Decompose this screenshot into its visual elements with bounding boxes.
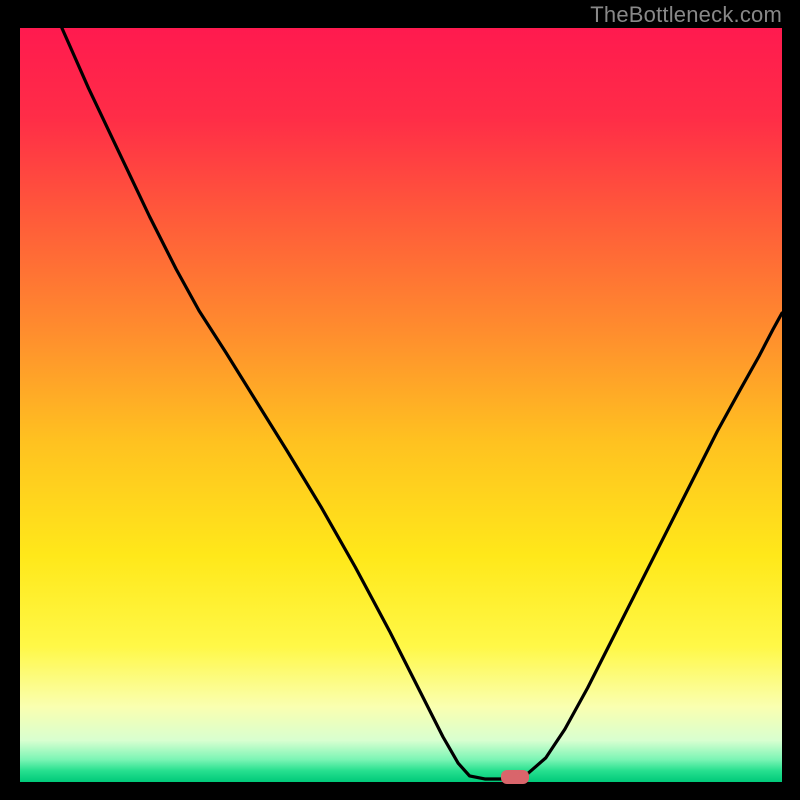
chart-container: TheBottleneck.com [0, 0, 800, 800]
chart-svg [0, 0, 800, 800]
minimum-marker [501, 770, 529, 784]
